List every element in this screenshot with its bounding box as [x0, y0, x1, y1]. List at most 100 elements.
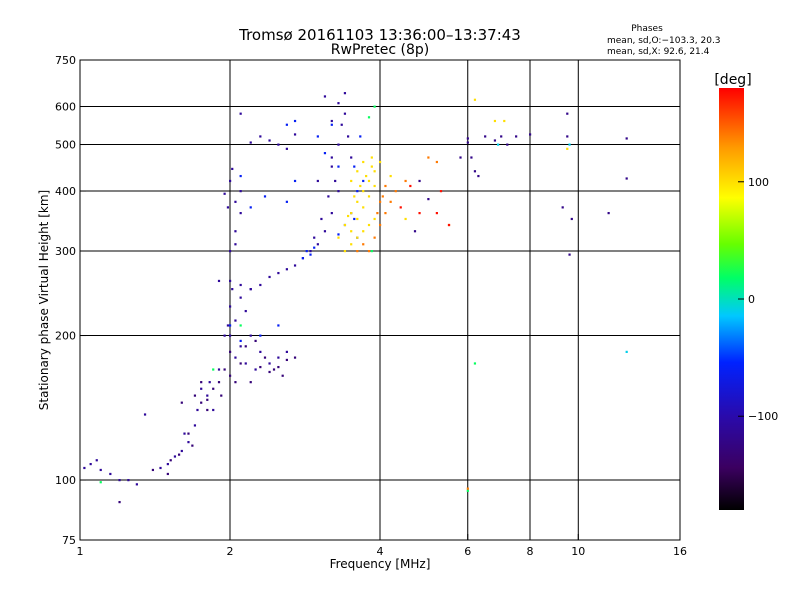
data-point [320, 217, 323, 221]
data-point [95, 459, 98, 462]
data-point [259, 135, 262, 138]
data-point [625, 350, 628, 353]
data-point [625, 177, 628, 180]
data-point [268, 139, 271, 142]
data-point [413, 230, 417, 233]
data-point [212, 368, 215, 371]
data-point [447, 223, 451, 227]
data-point [350, 230, 353, 233]
data-point [427, 198, 430, 201]
data-point [625, 137, 628, 140]
data-point [173, 455, 177, 458]
data-point [234, 319, 237, 322]
data-point [566, 112, 569, 115]
data-point [356, 190, 359, 193]
data-point [239, 283, 242, 287]
data-point [316, 135, 319, 138]
data-point [231, 167, 234, 171]
data-point [151, 468, 155, 472]
data-point [362, 230, 365, 233]
data-point [187, 441, 190, 444]
data-point [473, 98, 477, 101]
chart-subtitle: RwPretec (8p) [331, 42, 429, 58]
data-point [229, 250, 232, 253]
data-point [177, 453, 181, 456]
data-point [337, 233, 340, 236]
colorbar-tick-label: 100 [748, 176, 769, 189]
data-point [239, 324, 242, 327]
data-point [356, 217, 359, 221]
data-point [568, 143, 571, 146]
axis-ticks: 1 2 4 6 8 10 16 75 100 200 300 400 500 600 750 [55, 54, 687, 558]
data-point [277, 271, 280, 275]
data-point [217, 279, 221, 283]
data-point [229, 350, 232, 353]
data-point [362, 243, 365, 246]
data-point [370, 250, 373, 253]
data-point [334, 179, 337, 183]
data-point [484, 135, 487, 138]
data-point [373, 236, 376, 239]
data-point [249, 288, 252, 291]
colorbar-ticks: −100 0 100 [738, 176, 778, 423]
x-tick-label: 2 [227, 545, 234, 558]
data-point [367, 195, 371, 198]
data-point [570, 217, 573, 221]
data-point [337, 165, 340, 168]
data-point [200, 401, 203, 404]
stats-line-x: mean, sd,X: 92.6, 21.4 [607, 47, 710, 57]
data-point [244, 345, 247, 348]
data-point [359, 184, 362, 188]
data-point [316, 179, 319, 183]
data-point [337, 143, 340, 146]
data-point [384, 184, 387, 188]
data-point [394, 190, 397, 193]
data-point [350, 179, 353, 183]
data-point [212, 387, 215, 390]
data-point [459, 156, 462, 159]
data-point [159, 466, 162, 470]
y-tick-label: 100 [55, 474, 76, 487]
data-point [254, 339, 257, 343]
data-point [89, 462, 92, 466]
data-point [206, 398, 209, 401]
data-point [466, 489, 469, 492]
data-point [379, 223, 382, 227]
data-point [362, 206, 365, 209]
data-point [346, 135, 350, 138]
data-point [259, 350, 262, 353]
data-point [220, 394, 223, 397]
data-point [109, 472, 112, 476]
y-tick-label: 400 [55, 185, 76, 198]
data-point [330, 156, 333, 159]
data-point [263, 356, 267, 359]
data-point [217, 368, 221, 371]
data-point [496, 143, 500, 146]
data-point [373, 184, 376, 188]
data-point [350, 156, 353, 159]
data-point [234, 230, 237, 233]
data-point [206, 408, 209, 412]
y-tick-label: 75 [62, 534, 76, 547]
data-point [340, 123, 343, 126]
data-point [466, 487, 469, 490]
data-point [353, 217, 356, 221]
data-point [239, 190, 242, 193]
data-point [409, 184, 412, 188]
data-point [223, 334, 226, 337]
data-point [234, 243, 237, 246]
data-point [277, 143, 280, 146]
data-point [356, 236, 359, 239]
data-point [99, 468, 102, 472]
data-point [350, 212, 353, 215]
data-point [343, 92, 347, 95]
data-point [309, 253, 312, 256]
data-point [234, 200, 237, 203]
data-point [263, 195, 267, 198]
data-point [399, 206, 402, 209]
data-point [365, 174, 368, 178]
data-point [193, 424, 197, 427]
data-point [268, 362, 271, 365]
data-point [293, 133, 297, 136]
